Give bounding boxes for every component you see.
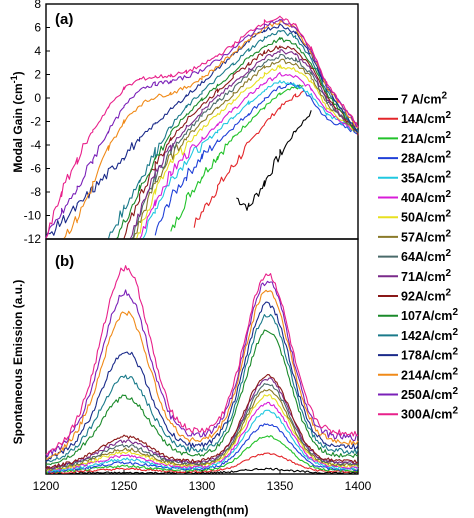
gain-curve-series-13 — [107, 30, 359, 240]
emission-curve-series-17 — [45, 265, 359, 455]
legend-label: 7 A/cm2 — [401, 90, 448, 107]
legend-label: 300A/cm2 — [401, 405, 458, 422]
gain-curve-series-14 — [45, 23, 359, 237]
legend-label: 21A/cm2 — [401, 129, 451, 146]
panel-a-gain-chart: -12 -10 -8 -6 -4 -2 0 2 4 6 8 (a) Modal Gain (cm-1… — [9, 0, 359, 246]
legend-entry: 178A/cm2 — [378, 346, 458, 363]
panel-a-y-tick-label: 0 — [34, 91, 41, 105]
emission-curve-series-11 — [45, 374, 359, 470]
legend-entry: 64A/cm2 — [378, 248, 451, 265]
legend-label: 35A/cm2 — [401, 169, 451, 186]
panel-a-curves — [45, 15, 359, 240]
panel-b-curves — [45, 265, 359, 475]
legend-entry: 57A/cm2 — [378, 228, 451, 245]
legend-entry: 250A/cm2 — [378, 386, 458, 403]
emission-curve-series-12 — [45, 329, 359, 466]
legend-label: 178A/cm2 — [401, 346, 458, 363]
legend-entry: 92A/cm2 — [378, 287, 451, 304]
legend-entry: 35A/cm2 — [378, 169, 451, 186]
x-tick-label: 1350 — [267, 479, 294, 493]
gain-curve-series-3 — [170, 84, 304, 232]
emission-curve-series-10 — [45, 377, 359, 470]
emission-curve-series-13 — [45, 313, 359, 463]
x-axis-label: Wavelength(nm) — [156, 503, 249, 517]
panel-a-y-tick-label: -4 — [30, 138, 41, 152]
gain-curve-series-1 — [236, 110, 312, 211]
legend-label: 57A/cm2 — [401, 228, 451, 245]
legend-label: 92A/cm2 — [401, 287, 451, 304]
legend-entry: 142A/cm2 — [378, 326, 458, 343]
legend-entry: 28A/cm2 — [378, 149, 451, 166]
gain-curve-series-5 — [142, 80, 359, 240]
emission-curve-series-6 — [46, 401, 359, 473]
panel-a-y-tick-label: 2 — [34, 68, 41, 82]
gain-curve-series-6 — [139, 71, 359, 240]
legend-label: 107A/cm2 — [401, 307, 458, 324]
x-tick-label: 1300 — [189, 479, 216, 493]
emission-curve-series-7 — [45, 394, 359, 472]
gain-curve-series-17 — [45, 15, 359, 239]
legend-label: 64A/cm2 — [401, 248, 451, 265]
gain-curve-series-11 — [123, 45, 359, 239]
panel-a-y-tick-label: -2 — [30, 115, 41, 129]
x-tick-label: 1250 — [111, 479, 138, 493]
panel-b-y-axis-label: Spontaneous Emission (a.u.) — [11, 280, 25, 445]
panel-b-emission-chart: 1200 1250 1300 1350 1400 (b) Spontaneous Emi… — [11, 238, 372, 517]
legend-label: 214A/cm2 — [401, 366, 458, 383]
legend-entry: 71A/cm2 — [378, 267, 451, 284]
panel-a-y-tick-label: -8 — [30, 185, 41, 199]
panel-a-y-tick-label: 8 — [34, 0, 41, 11]
gain-curve-series-2 — [193, 90, 304, 228]
legend-entry: 7 A/cm2 — [378, 90, 448, 107]
gain-curve-series-4 — [154, 81, 359, 236]
x-tick-label: 1400 — [345, 479, 372, 493]
legend: 7 A/cm2 14A/cm2 21A/cm2 28A/cm2 35A/cm2 40A/c… — [378, 90, 458, 422]
emission-curve-series-15 — [46, 289, 359, 460]
legend-entry: 14A/cm2 — [378, 110, 451, 127]
panel-a-y-axis-label: Modal Gain (cm-1) — [9, 71, 25, 172]
legend-label: 250A/cm2 — [401, 386, 458, 403]
gain-curve-series-10 — [129, 49, 359, 240]
panel-a-y-tick-label: -6 — [30, 162, 41, 176]
panel-a-tag: (a) — [55, 11, 73, 28]
legend-label: 142A/cm2 — [401, 326, 458, 343]
legend-entry: 300A/cm2 — [378, 405, 458, 422]
legend-label: 50A/cm2 — [401, 208, 451, 225]
legend-label: 14A/cm2 — [401, 110, 451, 127]
legend-label: 28A/cm2 — [401, 149, 451, 166]
panel-a-y-ticks: -12 -10 -8 -6 -4 -2 0 2 4 6 8 — [24, 0, 50, 246]
panel-b-tag: (b) — [55, 253, 74, 270]
legend-entry: 21A/cm2 — [378, 129, 451, 146]
panel-b-x-ticks: 1200 1250 1300 1350 1400 — [33, 470, 372, 493]
gain-curve-series-9 — [131, 53, 359, 240]
legend-entry: 107A/cm2 — [378, 307, 458, 324]
legend-label: 71A/cm2 — [401, 267, 451, 284]
x-tick-label: 1200 — [33, 479, 60, 493]
legend-entry: 50A/cm2 — [378, 208, 451, 225]
legend-entry: 40A/cm2 — [378, 189, 451, 206]
emission-curve-series-16 — [45, 280, 359, 458]
legend-label: 40A/cm2 — [401, 189, 451, 206]
panel-a-y-tick-label: -10 — [24, 209, 42, 223]
panel-a-y-tick-label: 6 — [34, 21, 41, 35]
emission-curve-series-14 — [45, 301, 359, 462]
emission-curve-series-4 — [45, 423, 359, 474]
panel-a-y-tick-label: -12 — [24, 232, 42, 246]
legend-entry: 214A/cm2 — [378, 366, 458, 383]
emission-curve-series-5 — [45, 409, 359, 473]
panel-a-y-tick-label: 4 — [34, 44, 41, 58]
